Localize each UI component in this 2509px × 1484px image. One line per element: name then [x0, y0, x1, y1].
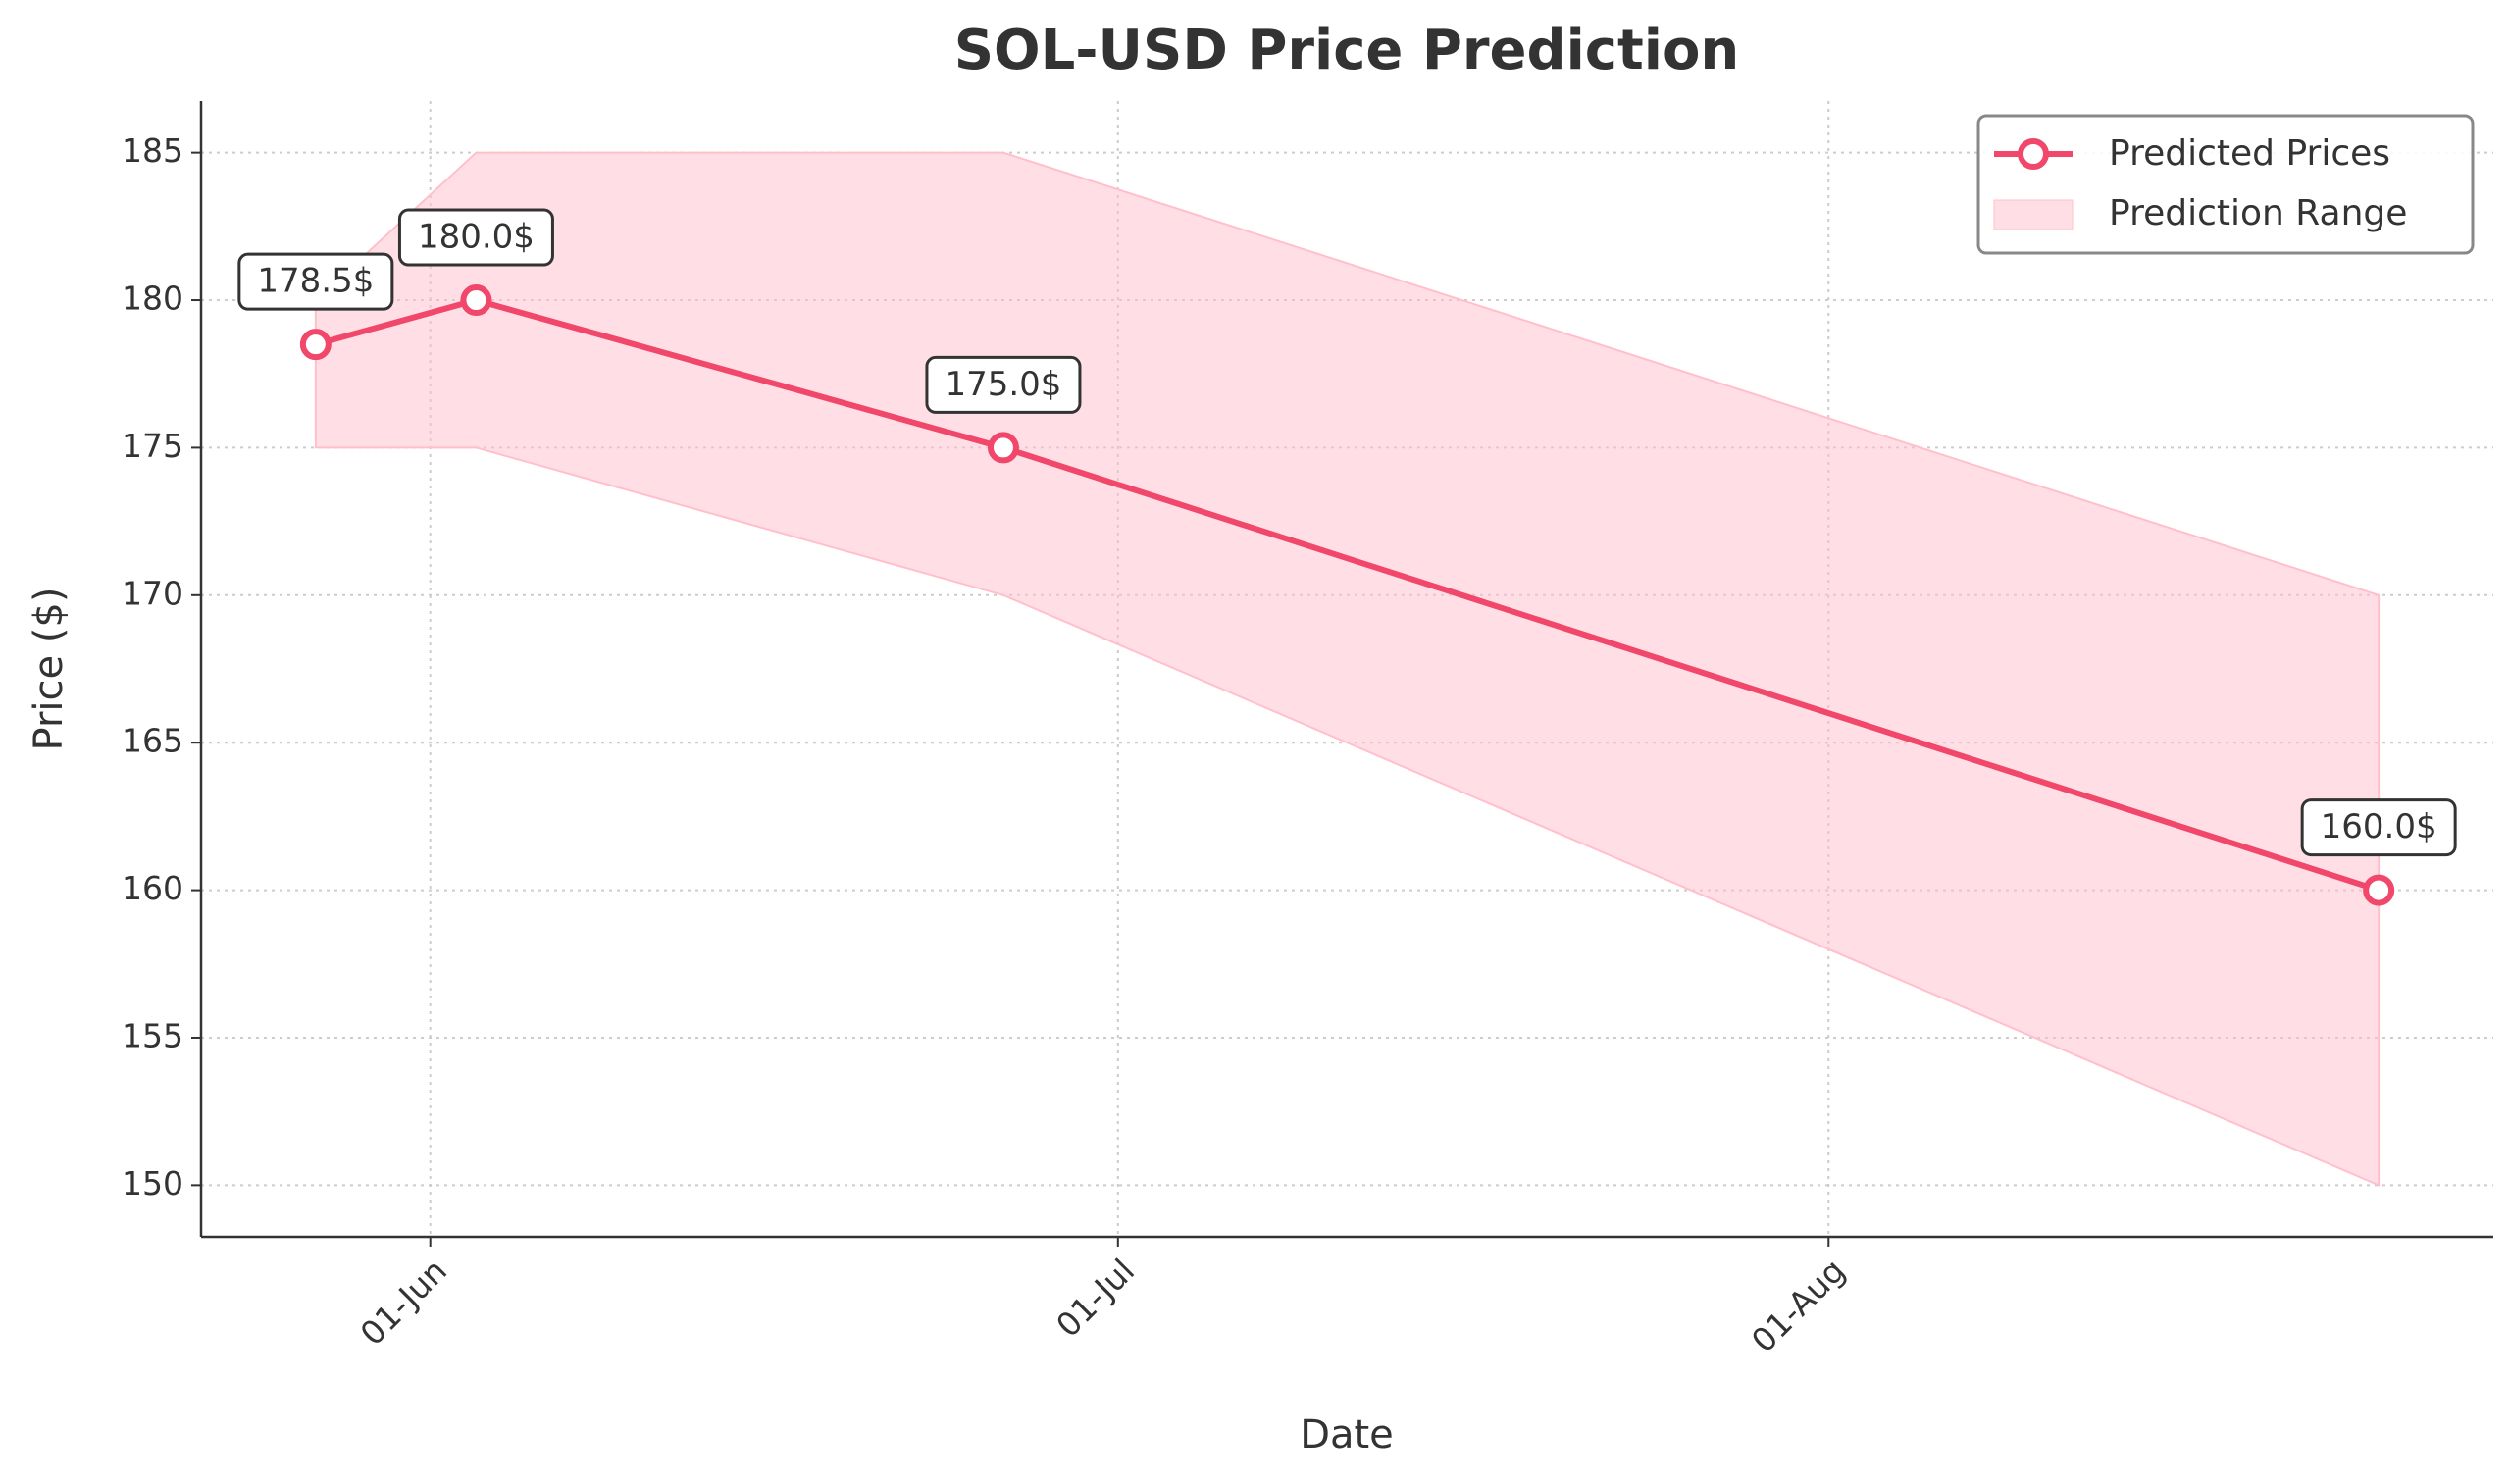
value-label-box: [397, 208, 554, 267]
y-tick-label: 165: [122, 722, 183, 760]
legend-marker: [2018, 138, 2049, 170]
value-label: 160.0$: [2321, 807, 2437, 846]
chart-title: SOL-USD Price Prediction: [954, 19, 1740, 82]
y-tick-label: 150: [122, 1164, 183, 1203]
value-label-box: [925, 355, 1082, 414]
y-axis-label: Price ($): [26, 588, 72, 751]
x-tick-label: 01-Jul: [1049, 1252, 1142, 1345]
value-label: 180.0$: [418, 218, 535, 257]
point: [460, 284, 492, 317]
value-label-box: [2300, 798, 2457, 857]
value-label-box: [237, 252, 394, 311]
legend-label: Predicted Prices: [2109, 133, 2390, 174]
point: [987, 432, 1019, 464]
y-tick-label: 170: [122, 574, 183, 612]
legend-swatch: [1993, 199, 2074, 230]
value-label: 178.5$: [257, 262, 374, 301]
point: [2363, 874, 2395, 906]
y-tick-label: 180: [122, 280, 183, 318]
y-tick-label: 175: [122, 427, 183, 465]
point: [299, 329, 332, 361]
prediction-band: [314, 151, 2381, 1187]
x-tick-label: 01-Jun: [353, 1252, 454, 1353]
x-axis-label: Date: [1300, 1412, 1394, 1458]
legend-label: Prediction Range: [2109, 193, 2407, 233]
line: [315, 296, 2381, 894]
y-tick-label: 160: [122, 869, 183, 907]
value-label: 175.0$: [945, 365, 1061, 404]
y-tick-label: 185: [122, 131, 183, 170]
y-tick-label: 155: [122, 1016, 183, 1054]
x-tick-label: 01-Aug: [1744, 1252, 1853, 1360]
legend-box: [1976, 114, 2475, 255]
